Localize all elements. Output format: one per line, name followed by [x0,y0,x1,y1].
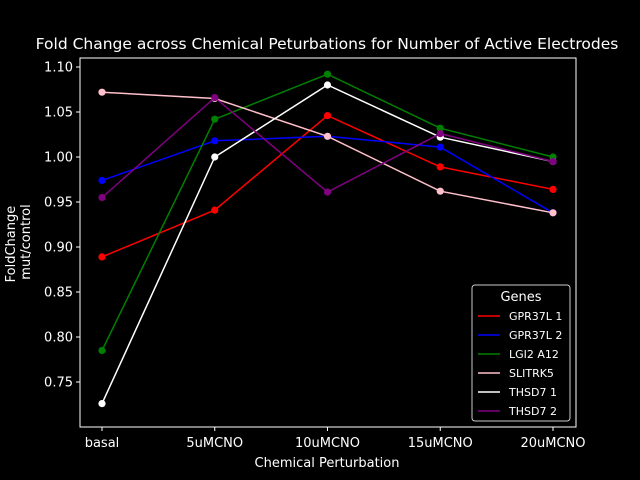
legend-entry: THSD7 2 [478,405,557,418]
series-line [101,135,554,214]
y-axis-title-line-2: mut/control [19,204,34,279]
x-tick-label: 20uMCNO [520,436,585,451]
y-tick-label: 0.85 [44,286,73,301]
data-point [211,206,219,214]
legend-label: LGI2 A12 [509,348,559,361]
legend-entry: SLITRK5 [478,367,554,380]
y-tick-label: 0.75 [44,376,73,391]
y-tick-label: 0.90 [44,241,73,256]
x-tick-label: 15uMCNO [408,436,473,451]
series-slitrk5 [98,88,557,217]
data-point [98,346,106,355]
y-axis: 0.75 0.80 0.85 0.90 0.95 1.00 1.05 1.10 [44,61,80,391]
legend-title: Genes [500,290,541,305]
series-gpr37l-1 [98,112,557,261]
data-point [323,81,332,89]
x-axis-title: Chemical Perturbation [255,456,400,471]
data-point [98,176,106,184]
data-point [98,193,106,202]
data-point [211,153,219,161]
legend-label: GPR37L 1 [509,310,562,323]
data-point [436,143,444,151]
data-point [323,70,332,78]
series-group [98,70,557,408]
data-point [323,112,332,120]
y-tick-label: 1.05 [44,106,73,121]
x-tick-label: basal [85,436,120,451]
legend-box [471,284,571,422]
data-point [436,163,444,171]
data-point [323,188,332,196]
chart-title: Fold Change across Chemical Peturbations… [36,35,619,53]
data-point [98,400,106,408]
legend-label: GPR37L 2 [509,329,562,342]
y-tick-label: 0.95 [44,196,73,211]
legend-entry: THSD7 1 [478,386,557,399]
y-tick-label: 1.00 [44,151,73,166]
data-point [211,115,219,123]
data-point [436,130,444,138]
data-point [549,157,557,166]
legend-label: THSD7 1 [508,386,557,399]
data-point [98,88,106,96]
legend: Genes GPR37L 1 GPR37L 2 LGI2 A12 SLITRK5 THS… [471,284,571,422]
series-thsd7-2 [98,94,557,202]
data-point [211,137,219,145]
legend-entry: GPR37L 1 [478,310,562,323]
data-point [323,132,332,140]
data-point [436,124,444,132]
y-axis-title-line-1: FoldChange [4,206,19,283]
x-axis: basal 5uMCNO 10uMCNO 15uMCNO 20uMCNO [85,427,586,451]
legend-label: SLITRK5 [509,367,554,380]
x-tick-label: 10uMCNO [295,436,360,451]
data-point [549,185,557,193]
y-tick-label: 0.80 [44,331,73,346]
legend-items: GPR37L 1 GPR37L 2 LGI2 A12 SLITRK5 THSD7 1 TH… [478,310,562,418]
y-axis-title: FoldChange mut/control [4,202,34,283]
y-tick-label: 1.10 [44,61,73,76]
series-lgi2-a12 [98,70,557,355]
legend-entry: GPR37L 2 [478,329,562,342]
data-point [211,94,219,102]
legend-entry: LGI2 A12 [478,348,559,361]
data-point [436,187,444,195]
data-point [549,209,557,217]
x-tick-label: 5uMCNO [186,436,243,451]
data-point [98,253,106,261]
legend-label: THSD7 2 [508,405,557,418]
